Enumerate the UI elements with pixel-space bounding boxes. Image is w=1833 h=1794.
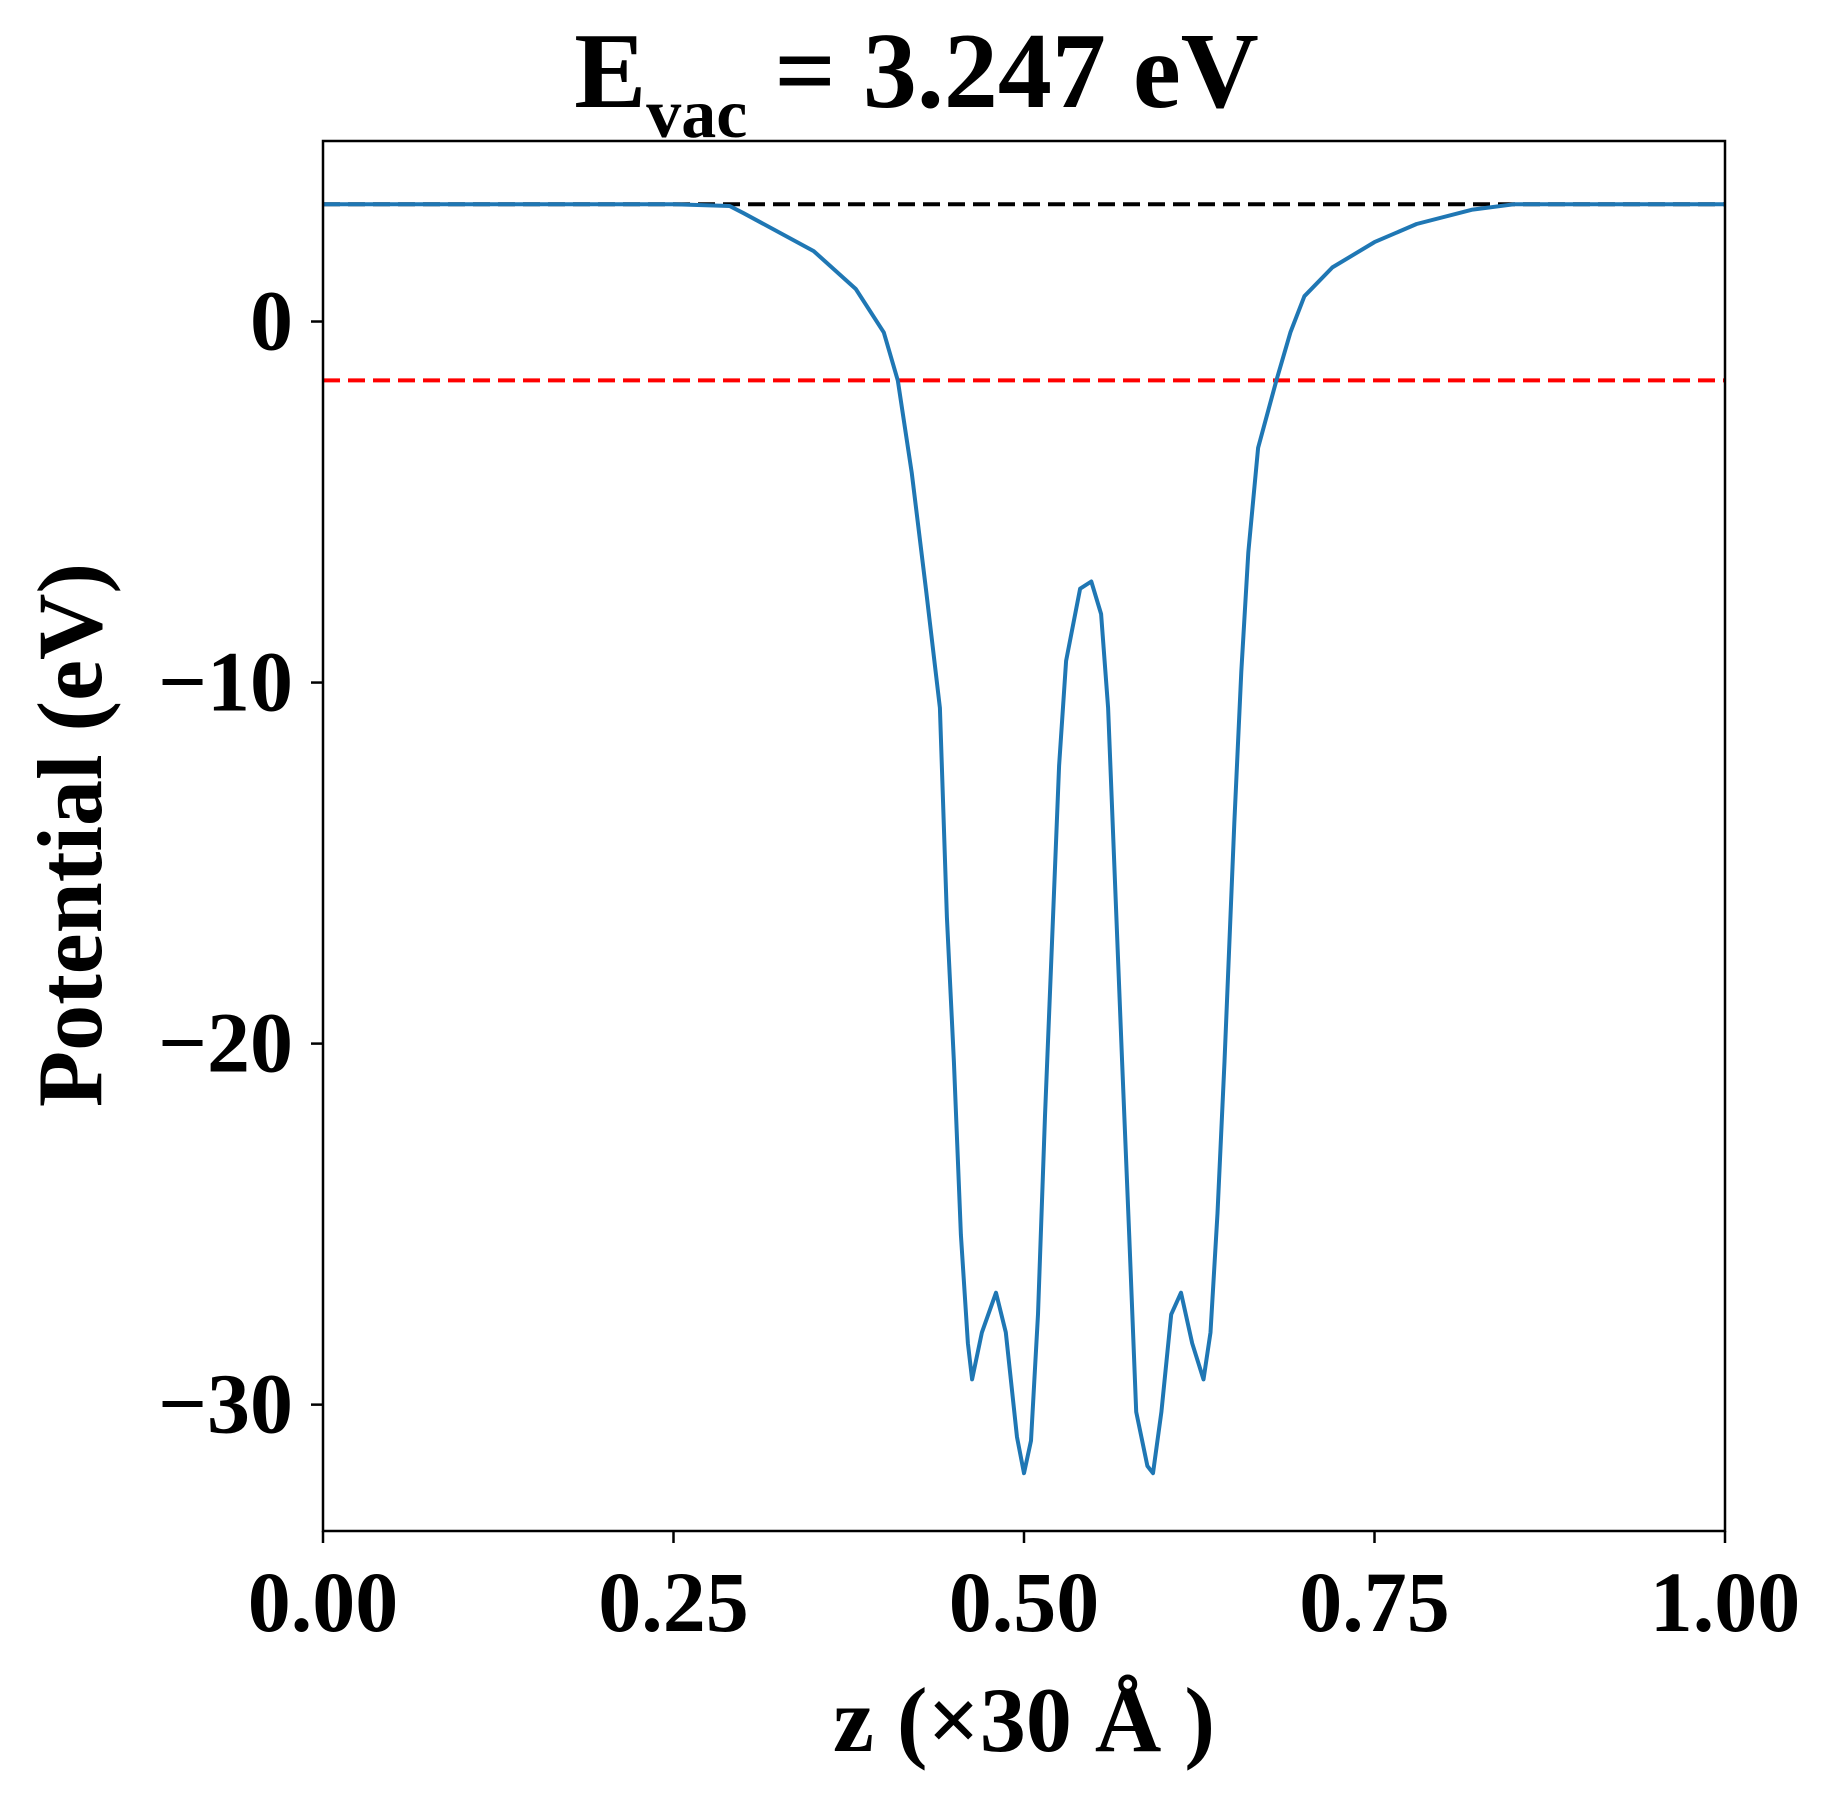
title-main: E [574,12,647,131]
y-tick-label: 0 [250,273,293,369]
title-subscript: vac [646,76,748,153]
x-tick-label: 0.75 [1299,1554,1450,1650]
x-tick-label: 0.25 [598,1554,749,1650]
potential-line [323,202,1725,1476]
title-rest: = 3.247 eV [747,12,1259,131]
x-tick-label: 0.00 [248,1554,399,1650]
x-tick-label: 1.00 [1650,1554,1801,1650]
x-axis-label: z (×30 Å ) [833,1669,1215,1771]
y-tick-label: −20 [158,995,293,1091]
axes-frame [321,139,1727,1533]
chart-title: Evac = 3.247 eV [0,18,1833,150]
y-tick-label: −30 [158,1356,293,1452]
y-tick-label: −10 [158,634,293,730]
x-tick-label: 0.50 [949,1554,1100,1650]
